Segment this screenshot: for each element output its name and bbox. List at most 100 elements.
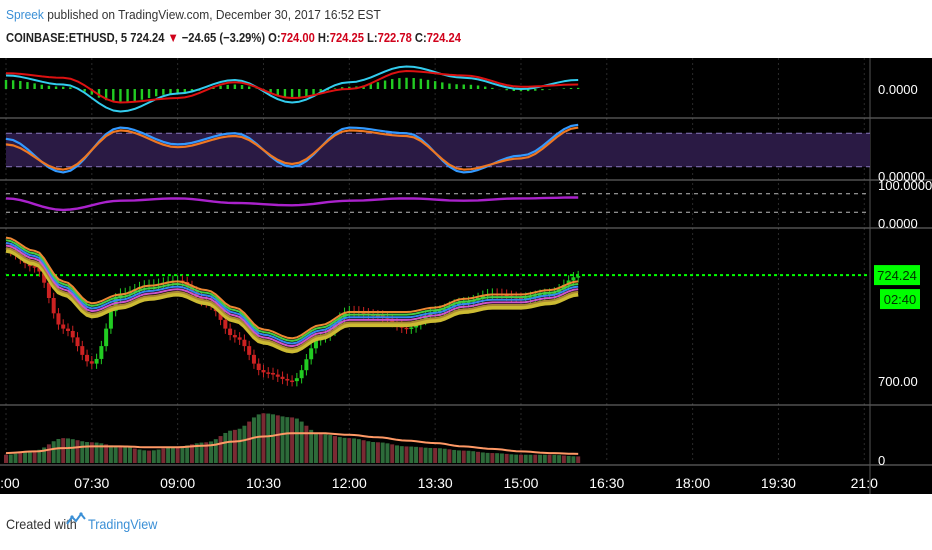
volume-bar [375,442,380,463]
macd-histogram-bar [319,89,322,93]
time-tick-label: 13:30 [418,475,453,491]
volume-bar [485,452,490,463]
macd-histogram-bar [312,89,315,95]
stoch-band [6,133,870,167]
macd-histogram-bar [126,89,129,103]
volume-bar [333,436,338,463]
candle-body [309,348,314,360]
macd-histogram-bar [426,79,430,89]
time-tick-label: 19:30 [761,475,796,491]
moving-average-line [5,244,579,348]
volume-bar [213,439,218,463]
candle-body [533,295,538,298]
macd-histogram-bar [526,89,530,92]
macd-histogram-bar [4,80,8,89]
candle-body [70,330,75,338]
candle-body [547,293,552,296]
volume-bar [409,446,414,463]
macd-histogram-bar [569,88,573,89]
volume-bar [499,453,504,463]
volume-bar [4,454,8,463]
macd-histogram-bar [340,87,344,89]
macd-histogram-bar [133,89,136,102]
moving-average-line [5,239,579,342]
volume-bar [318,434,323,463]
time-tick-label: 16:30 [589,475,624,491]
macd-histogram-bar [333,88,337,89]
candle-body [275,374,280,377]
candle-body [561,284,566,290]
volume-bar [8,454,13,463]
volume-bar [547,454,552,463]
volume-ma-line [5,432,579,455]
volume-bar [294,418,299,463]
volume-bar [290,417,295,463]
volume-bar [566,455,571,463]
symbol-line: COINBASE:ETHUSD, 5 724.24 ▼ −24.65 (−3.2… [6,30,461,45]
volume-bar [199,442,204,463]
grid [5,58,865,463]
rsi-tick-label-top: 100.0000 [878,178,932,193]
volume-bar [23,451,28,463]
volume-bar [361,440,366,463]
volume-bar [390,444,395,463]
volume-bar [352,438,357,463]
candle-body [423,315,428,320]
macd-histogram-bar [90,89,94,95]
macd-histogram-bar [33,83,36,89]
chart-area[interactable]: 6:00 07:30 09:00 10:30 12:00 13:30 15:00 16:30 1… [0,58,932,494]
volume-bar [56,438,61,463]
macd-histogram-bar [391,79,394,89]
volume-bar [323,434,328,463]
macd-histogram-bar [512,89,516,91]
macd-histogram-bar [419,78,423,89]
volume-bar [533,454,538,463]
candle-body [99,346,104,359]
volume-bar [385,443,390,463]
volume-bar [27,450,32,463]
time-tick-label: 12:00 [332,475,367,491]
last-price-badge-text: 724.24 [877,268,917,283]
candle-body [528,296,533,299]
candle-body [261,370,266,373]
macd-histogram-bar [576,87,580,89]
volume-bar [194,443,199,463]
volume-bar [480,452,485,463]
macd-histogram-bar [240,85,244,89]
moving-average-line [5,241,579,345]
countdown-badge [880,289,920,310]
macd-histogram-bar [19,80,22,89]
candle-body [237,337,242,340]
tradingview-link[interactable]: TradingView [88,516,158,532]
volume-bar [447,449,452,463]
macd-histogram-bar [112,89,115,102]
time-tick-label: 07:30 [74,475,109,491]
volume-bar [437,448,442,463]
candle-body [433,311,438,313]
axis-labels: 6:00 07:30 09:00 10:30 12:00 13:30 15:00 16:30 1… [0,82,932,491]
volume-bar [147,450,152,463]
macd-histogram-bar [11,80,15,89]
volume-bar [113,446,118,463]
close-label: C: [414,30,427,45]
volume-bar [175,446,180,463]
publisher-link[interactable]: Spreek [6,7,44,22]
macd-histogram-bar [369,83,372,89]
tradingview-logo-icon[interactable] [66,512,86,528]
volume-bar [509,454,514,463]
volume-bar [461,450,466,463]
chart-svg[interactable]: 6:00 07:30 09:00 10:30 12:00 13:30 15:00 16:30 1… [0,58,932,494]
candle-body [218,311,223,320]
macd-histogram-bar [534,89,537,91]
open-label: O: [268,30,281,45]
macd-histogram-bar [476,85,480,89]
candle-body [304,359,309,371]
candle-body [32,266,37,268]
candle-body [118,293,123,299]
candle-body [466,301,471,304]
symbol-label: COINBASE:ETHUSD, 5 [6,30,128,45]
close-value: 724.24 [426,30,461,45]
time-tick-label: 6:00 [0,475,20,491]
moving-average-line [5,247,579,350]
candle-body [409,327,414,329]
